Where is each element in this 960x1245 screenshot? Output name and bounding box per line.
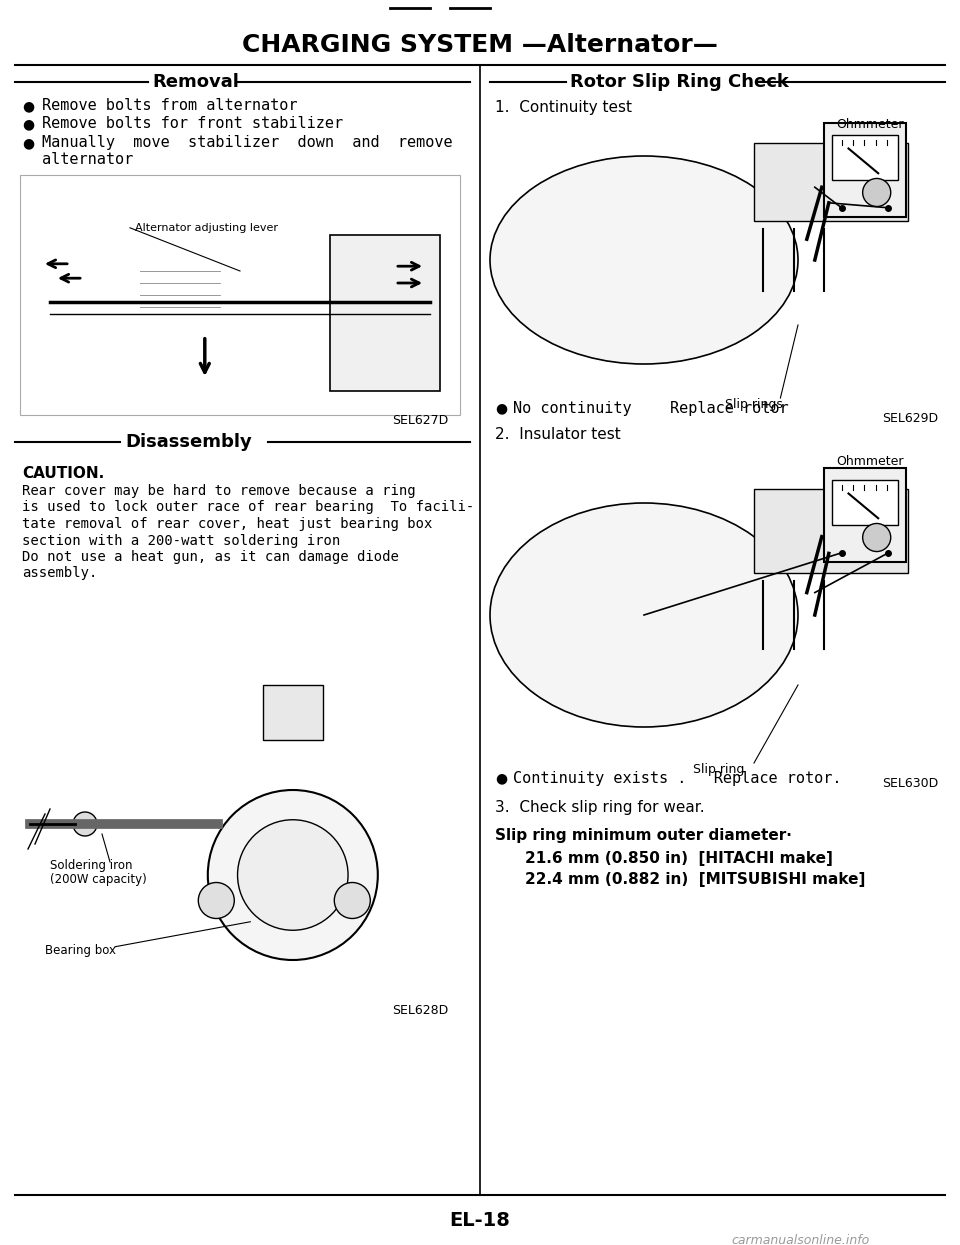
Circle shape (73, 812, 97, 835)
Text: Remove bolts for front stabilizer: Remove bolts for front stabilizer (42, 117, 343, 132)
Text: Replace rotor: Replace rotor (670, 401, 788, 416)
Bar (20, 745, 460, 1005)
Bar (754, 143, 908, 222)
Text: EL-18: EL-18 (449, 1210, 511, 1230)
Text: assembly.: assembly. (22, 566, 97, 580)
Ellipse shape (490, 156, 798, 364)
Text: CAUTION.: CAUTION. (22, 466, 105, 481)
Text: SEL627D: SEL627D (392, 413, 448, 427)
Circle shape (199, 883, 234, 919)
Circle shape (334, 883, 371, 919)
FancyBboxPatch shape (824, 468, 906, 561)
Text: 21.6 mm (0.850 in)  [HITACHI make]: 21.6 mm (0.850 in) [HITACHI make] (525, 852, 833, 867)
Bar (754, 489, 908, 573)
Circle shape (863, 523, 891, 552)
Bar (263, 685, 323, 740)
Text: Remove bolts from alternator: Remove bolts from alternator (42, 98, 298, 113)
Text: Soldering iron: Soldering iron (50, 859, 132, 872)
Text: tate removal of rear cover, heat just bearing box: tate removal of rear cover, heat just be… (22, 517, 432, 532)
Text: is used to lock outer race of rear bearing  To facili-: is used to lock outer race of rear beari… (22, 500, 474, 514)
Text: ●: ● (22, 100, 35, 113)
Text: ●: ● (22, 117, 35, 131)
Text: ●: ● (495, 771, 507, 786)
Text: Disassembly: Disassembly (125, 433, 252, 451)
Text: No continuity: No continuity (513, 401, 632, 416)
Text: 2.  Insulator test: 2. Insulator test (495, 427, 621, 442)
Text: CHARGING SYSTEM —Alternator—: CHARGING SYSTEM —Alternator— (242, 34, 718, 57)
Text: carmanualsonline.info: carmanualsonline.info (732, 1234, 870, 1245)
Text: Ohmmeter: Ohmmeter (836, 118, 903, 131)
Text: SEL630D: SEL630D (881, 777, 938, 791)
Text: Alternator adjusting lever: Alternator adjusting lever (135, 223, 278, 233)
Ellipse shape (490, 503, 798, 727)
Text: Slip rings: Slip rings (725, 398, 783, 411)
Text: SEL629D: SEL629D (882, 412, 938, 425)
Text: Rotor Slip Ring Check: Rotor Slip Ring Check (570, 73, 789, 91)
Text: Slip ring minimum outer diameter·: Slip ring minimum outer diameter· (495, 828, 792, 843)
Text: Rear cover may be hard to remove because a ring: Rear cover may be hard to remove because… (22, 484, 416, 498)
Bar (832, 481, 898, 525)
Bar (832, 134, 898, 181)
Bar (330, 235, 440, 391)
Bar (20, 176, 460, 415)
Circle shape (237, 819, 348, 930)
Text: section with a 200-watt soldering iron: section with a 200-watt soldering iron (22, 534, 340, 548)
Text: 22.4 mm (0.882 in)  [MITSUBISHI make]: 22.4 mm (0.882 in) [MITSUBISHI make] (525, 872, 865, 886)
Circle shape (207, 791, 378, 960)
Text: Ohmmeter: Ohmmeter (836, 454, 903, 468)
Text: Do not use a heat gun, as it can damage diode: Do not use a heat gun, as it can damage … (22, 550, 398, 564)
Text: 3.  Check slip ring for wear.: 3. Check slip ring for wear. (495, 801, 705, 815)
Text: alternator: alternator (42, 152, 133, 168)
Text: (200W capacity): (200W capacity) (50, 873, 147, 886)
FancyBboxPatch shape (824, 123, 906, 217)
Text: SEL628D: SEL628D (392, 1003, 448, 1016)
Text: ●: ● (495, 401, 507, 415)
Bar (20, 176, 460, 415)
Text: 1.  Continuity test: 1. Continuity test (495, 100, 632, 115)
Text: Manually  move  stabilizer  down  and  remove: Manually move stabilizer down and remove (42, 136, 452, 151)
Circle shape (863, 178, 891, 207)
Text: Slip ring: Slip ring (693, 763, 745, 776)
Text: ●: ● (22, 136, 35, 149)
Text: Removal: Removal (152, 73, 239, 91)
Text: Continuity exists .   Replace rotor.: Continuity exists . Replace rotor. (513, 771, 842, 786)
Text: Bearing box: Bearing box (45, 944, 116, 956)
